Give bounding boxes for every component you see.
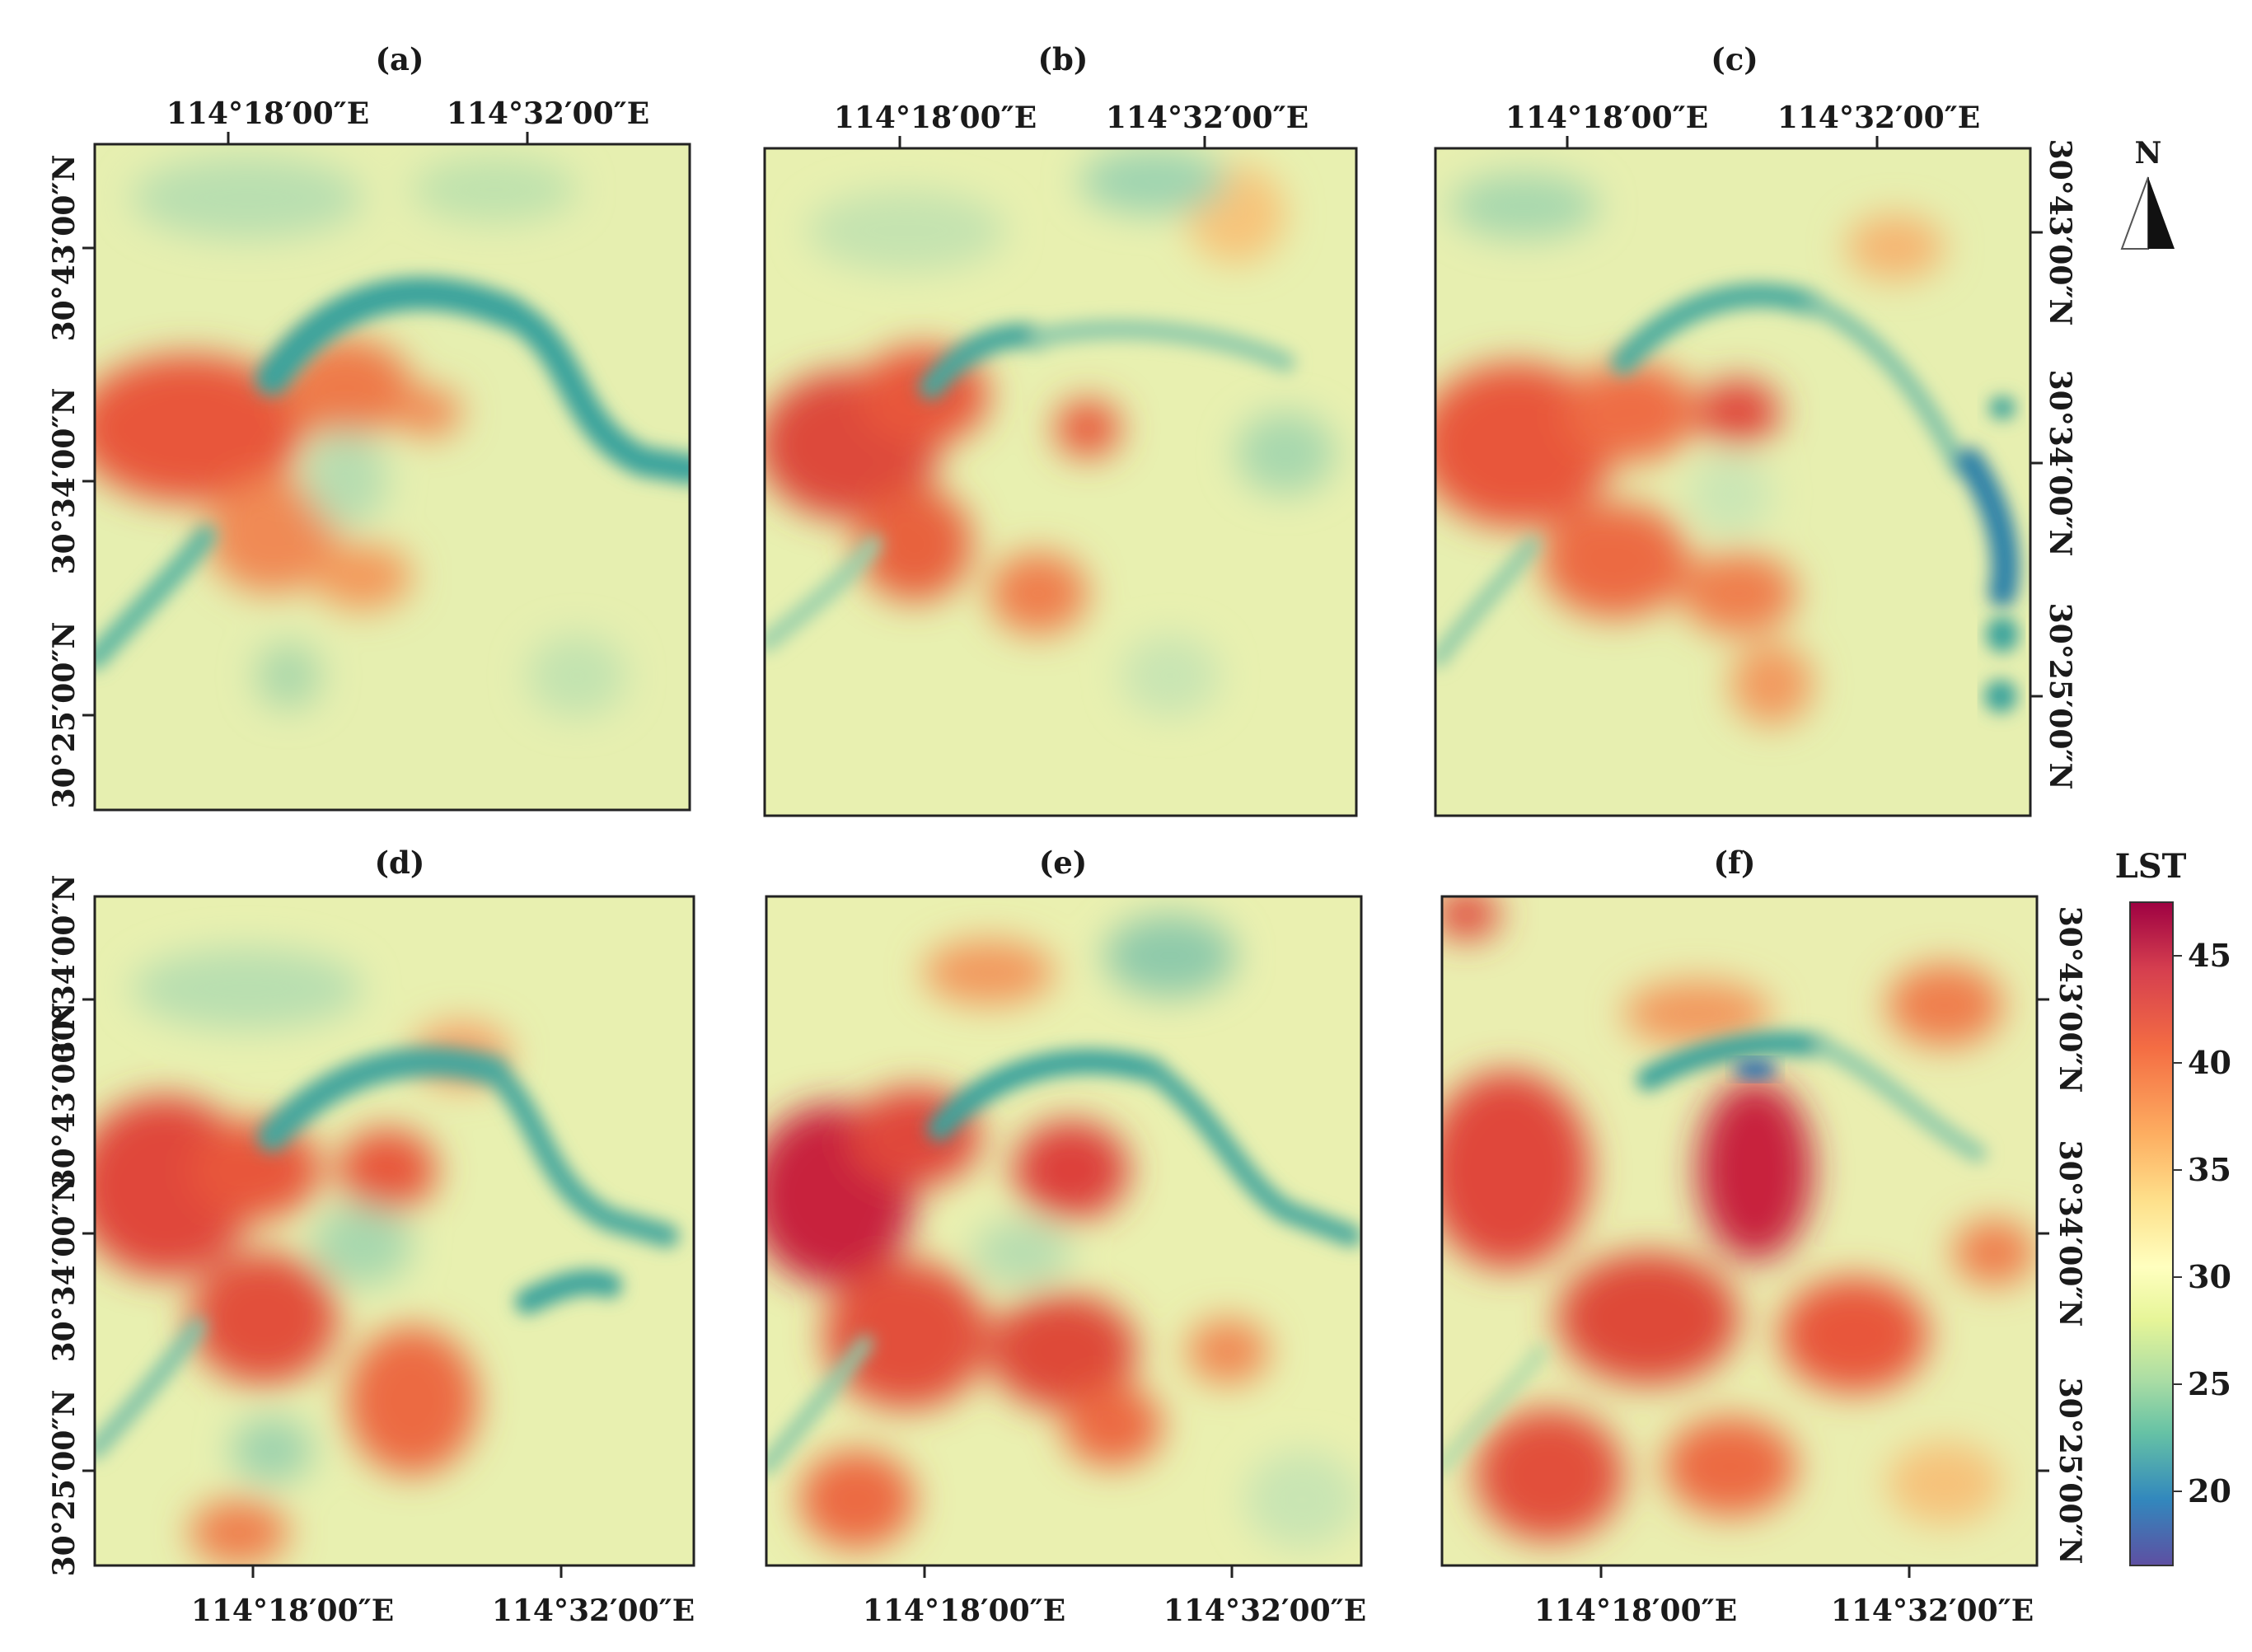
lat-label-d-2: 30°43′00″N (47, 1003, 82, 1190)
lat-label-c-2: 30°34′00″N (2043, 370, 2077, 557)
panel-label-f: (f) (1714, 845, 1756, 881)
lat-label-f-2: 30°34′00″N (2053, 1140, 2087, 1327)
lon-label-e-2: 114°32′00″E (1163, 1594, 1366, 1628)
lat-label-a-3: 30°25′00″N (47, 622, 82, 809)
map-panel-e: (e) 114°18′00″E 114°32′00″E (765, 845, 1366, 1628)
north-arrow: N (2120, 136, 2175, 250)
panel-label-a: (a) (376, 41, 424, 77)
lst-raster-a (95, 144, 690, 810)
lon-label-b-1: 114°18′00″E (834, 101, 1037, 135)
lon-label-d-2: 114°32′00″E (492, 1594, 695, 1628)
map-panel-c: (c) 114°18′00″E 114°32′00″E 30°43′00″N 3… (1434, 41, 2077, 817)
lat-label-a-1: 30°43′00″N (47, 155, 82, 342)
map-panel-b: (b) 114°18′00″E 114°32′00″E (763, 41, 1358, 817)
lat-label-c-1: 30°43′00″N (2043, 139, 2077, 326)
colorbar-title: LST (2115, 847, 2187, 886)
lat-label-f-3: 30°25′00″N (2053, 1378, 2087, 1565)
map-panel-d: (d) 114°18′00″E 114°32′00″E 30°34′00″N 3… (47, 845, 695, 1628)
panel-label-b: (b) (1038, 41, 1089, 77)
lat-label-c-3: 30°25′00″N (2043, 603, 2077, 790)
lon-label-f-1: 114°18′00″E (1534, 1594, 1737, 1628)
lst-raster-c (1435, 148, 2030, 816)
colorbar-tick-30: 30 (2188, 1258, 2231, 1295)
lst-raster-b (765, 148, 1356, 816)
map-panel-a: (a) 114°18′00″E 114°32′00″E 30°43′00″N 3… (47, 41, 691, 812)
colorbar-tick-20: 20 (2188, 1472, 2231, 1509)
lst-raster-d (95, 896, 694, 1565)
map-panel-f: (f) 114°18′00″E 114°32′00″E 30°43′00″N 3… (1440, 845, 2087, 1628)
lon-label-d-1: 114°18′00″E (191, 1594, 394, 1628)
north-arrow-right-half (2148, 177, 2175, 249)
lon-label-b-2: 114°32′00″E (1106, 101, 1309, 135)
colorbar-tick-25: 25 (2188, 1365, 2231, 1402)
lon-label-c-1: 114°18′00″E (1505, 101, 1708, 135)
lat-label-a-2: 30°34′00″N (47, 388, 82, 575)
lon-label-a-2: 114°32′00″E (447, 96, 649, 131)
north-arrow-left-half (2120, 176, 2149, 250)
lat-label-d-4: 30°25′00″N (47, 1390, 82, 1577)
lon-label-c-2: 114°32′00″E (1777, 101, 1980, 135)
north-arrow-label: N (2135, 136, 2162, 171)
panel-label-c: (c) (1711, 41, 1758, 77)
lst-raster-f (1442, 896, 2037, 1565)
lon-label-e-1: 114°18′00″E (863, 1594, 1065, 1628)
panel-label-e: (e) (1039, 845, 1088, 881)
colorbar-tick-40: 40 (2188, 1044, 2231, 1081)
colorbar-tick-45: 45 (2188, 937, 2231, 974)
colorbar-gradient (2129, 901, 2174, 1566)
colorbar-tick-35: 35 (2188, 1151, 2231, 1188)
lst-raster-e (766, 896, 1361, 1565)
lat-label-d-1: 30°34′00″N (47, 875, 82, 1062)
lat-label-d-3: 30°34′00″N (47, 1176, 82, 1363)
lon-label-f-2: 114°32′00″E (1831, 1594, 2034, 1628)
lst-colorbar: LST 45 40 35 30 25 20 (2115, 847, 2231, 1566)
lon-label-a-1: 114°18′00″E (166, 96, 369, 131)
lat-label-f-1: 30°43′00″N (2053, 906, 2087, 1093)
panel-label-d: (d) (375, 845, 425, 881)
